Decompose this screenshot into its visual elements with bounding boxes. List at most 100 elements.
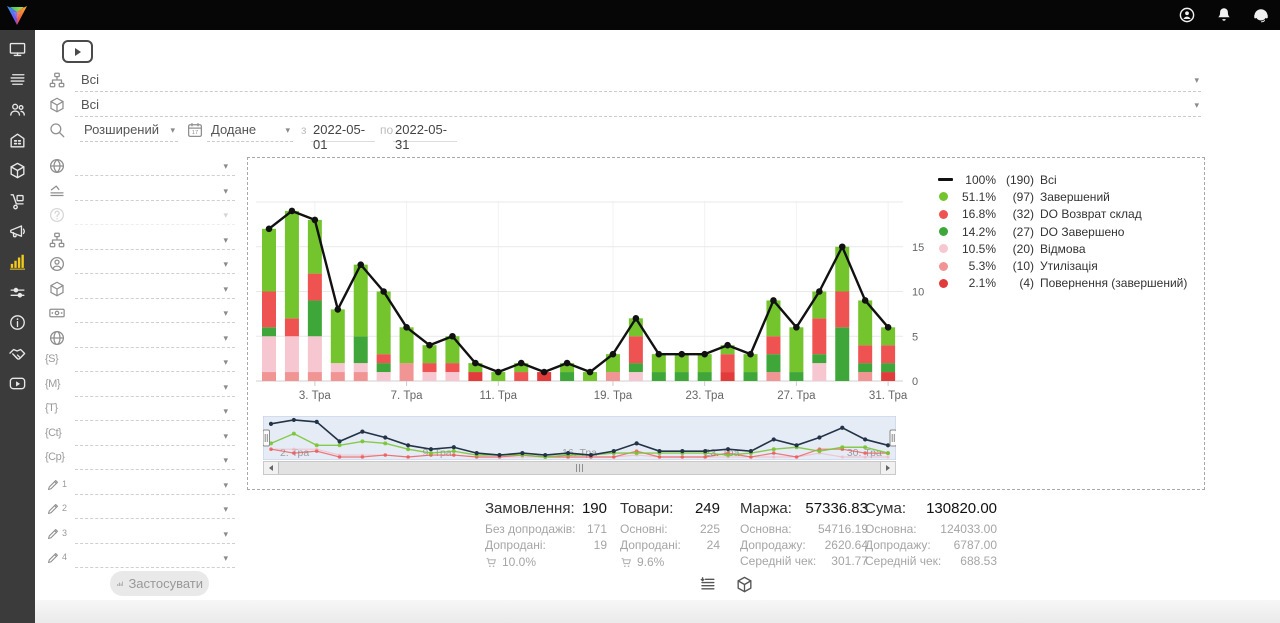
legend-item-5[interactable]: 5.3% (10) Утилізація xyxy=(938,257,1200,274)
svg-text:11. Тра: 11. Тра xyxy=(480,390,518,402)
stat-title: Замовлення: xyxy=(485,500,575,517)
chevron-down-icon: ▾ xyxy=(223,283,228,294)
legend-dot-marker xyxy=(939,192,948,202)
scroll-left-button[interactable] xyxy=(264,462,278,474)
stat-sub-label: Середній чек: xyxy=(865,554,942,568)
svg-text:5: 5 xyxy=(912,331,918,343)
sidebar-item-settings[interactable] xyxy=(0,277,35,307)
svg-text:19. Тра: 19. Тра xyxy=(594,390,633,402)
filter-select-m-field-input[interactable] xyxy=(75,376,235,397)
chart-navigator[interactable]: 2. Тра 9. Тра 16. Тра 23. Тра 30. Тра xyxy=(262,415,897,461)
svg-text:10: 10 xyxy=(912,287,924,299)
legend-item-2[interactable]: 16.8% (32) DO Возврат склад xyxy=(938,206,1200,223)
chevron-down-icon: ▾ xyxy=(223,332,228,343)
chevron-down-icon: ▾ xyxy=(223,210,228,220)
date-to-input[interactable]: 2022-05-31 xyxy=(393,120,457,152)
sidebar-item-products[interactable] xyxy=(0,156,35,186)
notifications-bell-icon[interactable] xyxy=(1215,6,1233,24)
filter-select-cube-input[interactable] xyxy=(75,278,235,299)
filter-select-ct-field-input[interactable] xyxy=(75,425,235,446)
filter-select-payment-input[interactable] xyxy=(75,302,235,323)
sidebar-item-video-tutorials[interactable] xyxy=(0,368,35,398)
legend-count: (20) xyxy=(1012,241,1034,256)
filter-select-sitemap-input[interactable] xyxy=(75,229,235,250)
sidebar-item-clients[interactable] xyxy=(0,95,35,125)
sidebar-item-dashboard[interactable] xyxy=(0,34,35,64)
filter-select-custom-3-input[interactable] xyxy=(75,523,235,544)
product-box-icon xyxy=(48,96,66,114)
product-select-value: Всі xyxy=(81,97,100,112)
svg-text:3. Тра: 3. Тра xyxy=(299,390,332,402)
sidebar-item-orders[interactable] xyxy=(0,64,35,94)
chevron-down-icon: ▾ xyxy=(223,455,228,465)
chevron-down-icon: ▾ xyxy=(223,553,228,563)
filter-select-custom-2-input[interactable] xyxy=(75,498,235,519)
date-field-select[interactable]: Додане ▾ xyxy=(207,120,293,142)
arrow-right-icon xyxy=(886,465,890,471)
products-cube-icon[interactable] xyxy=(735,575,754,594)
legend-count: (97) xyxy=(1012,189,1034,204)
legend-label: DO Завершено xyxy=(1040,224,1125,239)
filter-select-web-input[interactable] xyxy=(75,327,235,348)
filter-select-s-field-input[interactable] xyxy=(75,351,235,372)
legend-count: (32) xyxy=(1012,207,1034,222)
filter-select-user-input[interactable] xyxy=(75,253,235,274)
statuses-list-icon[interactable] xyxy=(698,575,717,594)
legend-label: Повернення (завершений) xyxy=(1040,276,1188,291)
video-help-button[interactable] xyxy=(62,40,93,63)
filter-select-question-input[interactable] xyxy=(75,204,235,225)
sidebar-item-info[interactable] xyxy=(0,308,35,338)
legend-percent: 51.1% xyxy=(961,189,996,204)
stat-sub-label: Допродажу: xyxy=(865,538,931,552)
filter-select-layers-input[interactable] xyxy=(75,180,235,201)
search-icon xyxy=(48,121,66,139)
navigator-right-handle[interactable] xyxy=(889,429,897,447)
filter-select-custom-1-input[interactable] xyxy=(75,474,235,495)
product-select[interactable]: Всі ▾ xyxy=(75,95,1201,117)
calendar-icon: 17 xyxy=(186,121,204,139)
stat-sub-value: 2620.64 xyxy=(824,538,868,552)
legend-item-0[interactable]: 100% (190) Всі xyxy=(938,171,1200,188)
date-from-input[interactable]: 2022-05-01 xyxy=(311,120,375,152)
search-mode-select[interactable]: Розширений ▾ xyxy=(80,120,178,142)
sidebar-item-analytics[interactable] xyxy=(0,247,35,277)
chevron-down-icon: ▾ xyxy=(223,528,228,539)
stat-sub-value: 171 xyxy=(586,522,607,536)
chevron-down-icon: ▾ xyxy=(223,430,228,441)
filter-select-t-field-input[interactable] xyxy=(75,400,235,421)
stat-title: Товари: xyxy=(620,500,674,517)
legend-item-6[interactable]: 2.1% (4) Повернення (завершений) xyxy=(938,275,1200,292)
stat-column-3: Сума: 130820.00 Основна: 124033.00 Допродажу… xyxy=(865,500,997,570)
apply-button[interactable]: Застосувати xyxy=(110,571,209,596)
sidebar-item-shipping[interactable] xyxy=(0,186,35,216)
navigator-left-handle[interactable] xyxy=(262,429,270,447)
filter-select-custom-4-input[interactable] xyxy=(75,547,235,568)
legend-item-1[interactable]: 51.1% (97) Завершений xyxy=(938,188,1200,205)
sidebar-item-marketing[interactable] xyxy=(0,216,35,246)
svg-text:27. Тра: 27. Тра xyxy=(777,390,816,402)
status-select[interactable]: Всі ▾ xyxy=(75,70,1201,92)
stat-sub-value: 19 xyxy=(593,538,607,552)
svg-text:23. Тра: 23. Тра xyxy=(685,390,724,402)
legend-label: Завершений xyxy=(1040,189,1110,204)
sidebar-item-warehouse[interactable] xyxy=(0,125,35,155)
stat-sub-label: Середній чек: xyxy=(740,554,817,568)
scroll-right-button[interactable] xyxy=(881,462,895,474)
app-logo-icon[interactable] xyxy=(5,3,29,27)
legend-percent: 14.2% xyxy=(961,224,996,239)
stat-sub-value: 54716.19 xyxy=(817,522,868,536)
sidebar-item-partners[interactable] xyxy=(0,338,35,368)
legend-item-4[interactable]: 10.5% (20) Відмова xyxy=(938,240,1200,257)
chevron-down-icon: ▾ xyxy=(223,259,228,269)
filter-select-cp-field-input[interactable] xyxy=(75,449,235,470)
filter-select-web: ▾ xyxy=(35,327,240,351)
legend-item-3[interactable]: 14.2% (27) DO Завершено xyxy=(938,223,1200,240)
stat-sub-value: 6787.00 xyxy=(953,538,997,552)
stat-value: 57336.83 xyxy=(805,500,868,517)
legend-percent: 2.1% xyxy=(968,276,996,291)
filter-select-globe-input[interactable] xyxy=(75,155,235,176)
profile-user-icon[interactable] xyxy=(1178,6,1196,24)
scrollbar-thumb[interactable] xyxy=(278,462,881,474)
search-mode-value: Розширений xyxy=(84,122,159,137)
support-headset-icon[interactable] xyxy=(1252,6,1270,24)
